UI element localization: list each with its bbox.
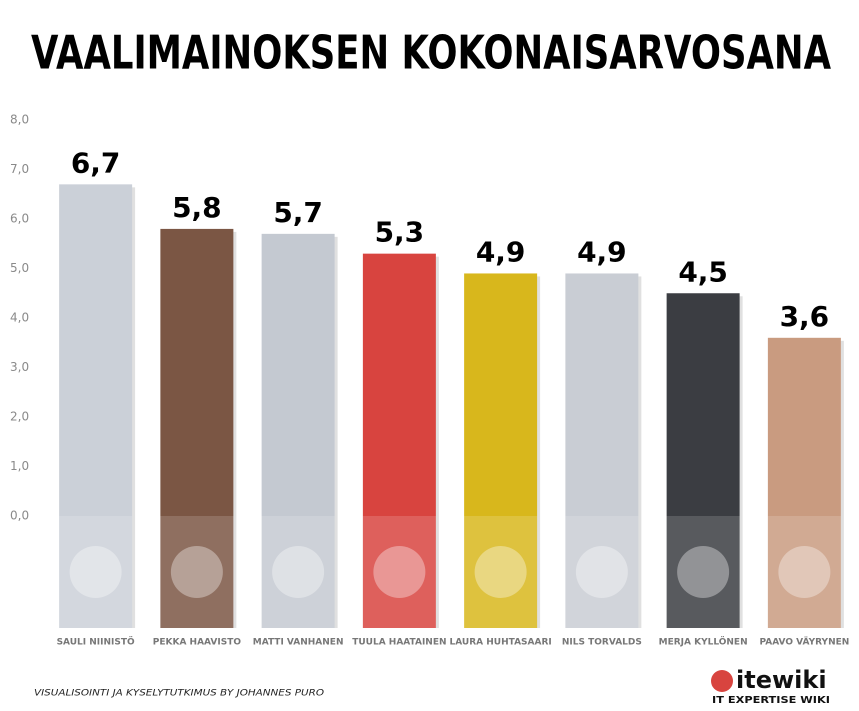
y-tick-label: 7,0 xyxy=(10,162,29,176)
bar-shadow xyxy=(233,231,237,628)
bar-shadow xyxy=(435,256,439,628)
x-tick-label: PEKKA HAAVISTO xyxy=(153,638,242,648)
value-label: 5,8 xyxy=(172,191,222,224)
poster xyxy=(160,516,234,628)
y-tick-label: 0,0 xyxy=(10,509,29,523)
bar xyxy=(565,273,639,516)
value-label: 4,9 xyxy=(476,235,526,268)
y-tick-label: 6,0 xyxy=(10,212,29,226)
poster xyxy=(362,516,436,628)
value-label: 5,3 xyxy=(375,216,425,249)
x-tick-label: NILS TORVALDS xyxy=(562,638,642,648)
bar-shadow xyxy=(840,340,844,628)
poster xyxy=(767,516,841,628)
bar-shadow xyxy=(132,187,136,628)
y-tick-label: 5,0 xyxy=(10,261,29,275)
poster-face xyxy=(778,546,831,598)
bar xyxy=(464,273,538,516)
bar xyxy=(261,233,335,516)
value-label: 5,7 xyxy=(273,196,323,229)
bar xyxy=(160,228,234,516)
value-label: 4,5 xyxy=(678,255,728,288)
x-tick-label: PAAVO VÄYRYNEN xyxy=(759,637,849,648)
bar xyxy=(767,337,841,516)
logo-tagline: IT EXPERTISE WIKI xyxy=(712,695,830,706)
value-label: 6,7 xyxy=(71,146,121,179)
x-tick-label: MATTI VANHANEN xyxy=(253,638,344,648)
bar-shadow xyxy=(739,296,743,628)
poster xyxy=(565,516,639,628)
poster xyxy=(59,516,133,628)
x-tick-label: SAULI NIINISTÖ xyxy=(57,637,135,648)
value-label: 3,6 xyxy=(780,300,830,333)
y-tick-label: 8,0 xyxy=(10,113,29,127)
logo-icon xyxy=(711,670,733,692)
bar xyxy=(59,184,133,516)
poster-face xyxy=(373,546,426,598)
y-tick-label: 3,0 xyxy=(10,360,29,374)
y-tick-label: 2,0 xyxy=(10,410,29,424)
x-tick-label: LAURA HUHTASAARI xyxy=(450,638,552,648)
bar-shadow xyxy=(334,236,338,628)
bar xyxy=(666,293,740,516)
y-tick-label: 4,0 xyxy=(10,311,29,325)
poster-face xyxy=(170,546,223,598)
poster-face xyxy=(69,546,122,598)
poster-face xyxy=(272,546,325,598)
poster-face xyxy=(677,546,730,598)
poster-face xyxy=(474,546,527,598)
logo: itewiki xyxy=(736,666,827,694)
bar-shadow xyxy=(537,276,541,628)
credit: VISUALISOINTI JA KYSELYTUTKIMUS BY JOHAN… xyxy=(34,689,324,699)
y-tick-label: 1,0 xyxy=(10,459,29,473)
poster xyxy=(464,516,538,628)
x-tick-label: MERJA KYLLÖNEN xyxy=(659,637,748,648)
poster xyxy=(666,516,740,628)
x-tick-label: TUULA HAATAINEN xyxy=(352,638,446,648)
poster xyxy=(261,516,335,628)
value-label: 4,9 xyxy=(577,235,627,268)
chart-title: VAALIMAINOKSEN KOKONAISARVOSANA xyxy=(31,26,831,80)
bar-shadow xyxy=(638,276,642,628)
poster-face xyxy=(575,546,628,598)
bar xyxy=(362,253,436,516)
